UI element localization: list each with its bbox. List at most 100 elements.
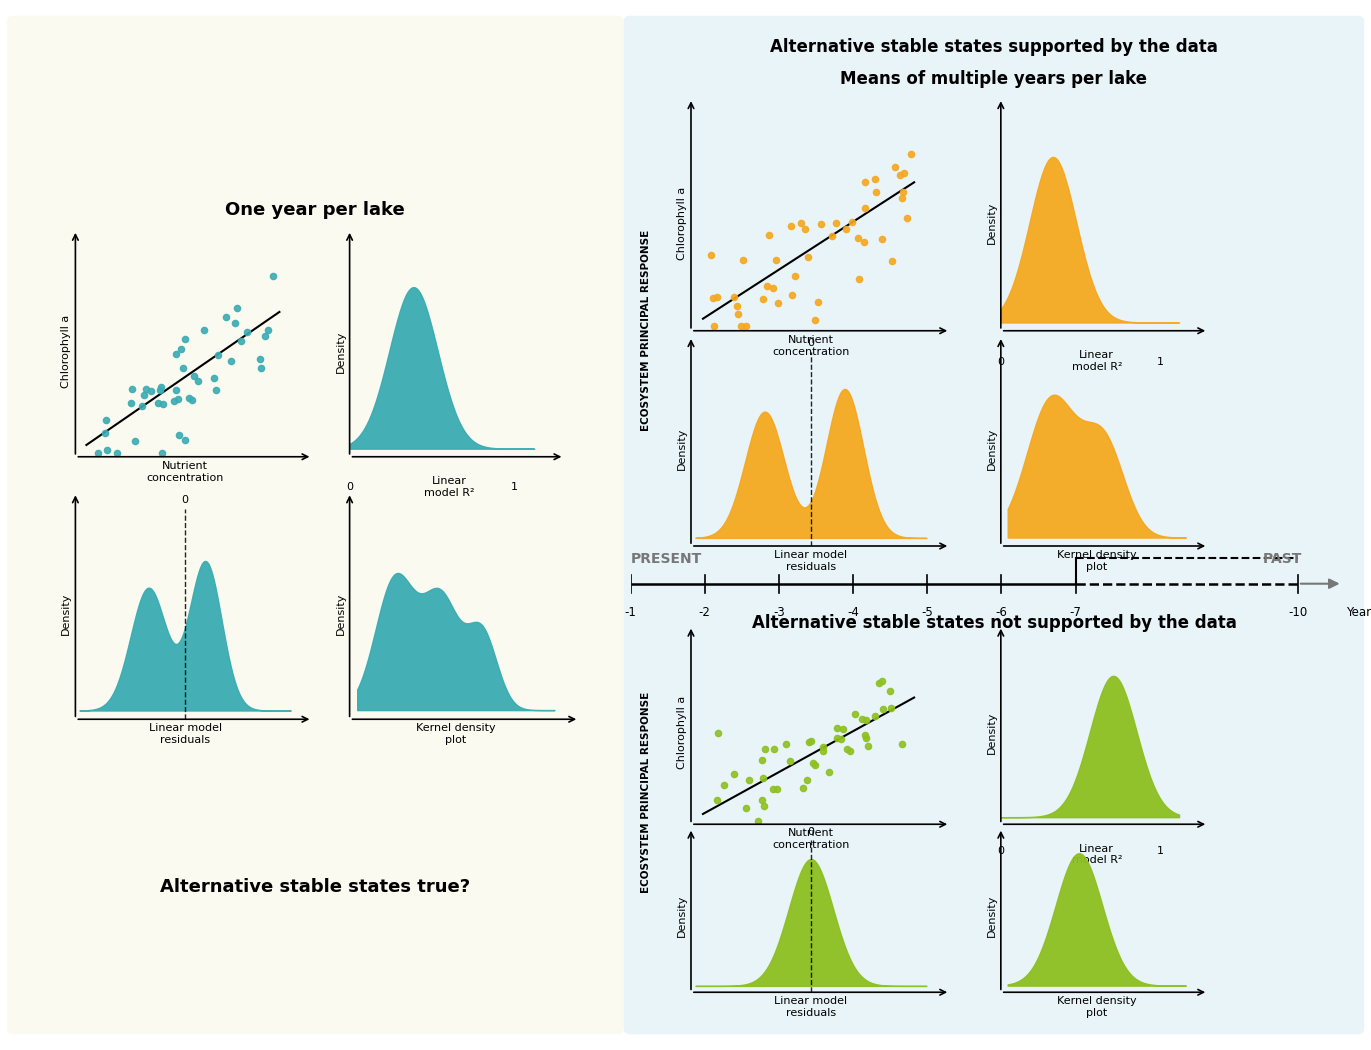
Point [797, 772, 818, 789]
Text: One year per lake: One year per lake [225, 201, 406, 219]
X-axis label: Nutrient
concentration: Nutrient concentration [772, 335, 850, 357]
Point [854, 727, 876, 743]
Point [805, 312, 827, 329]
Point [699, 247, 721, 264]
Point [806, 293, 828, 310]
Point [254, 328, 276, 344]
Point [797, 249, 818, 266]
Point [762, 279, 784, 296]
Point [184, 368, 206, 384]
Point [857, 737, 879, 754]
Point [894, 164, 916, 181]
Point [140, 382, 162, 399]
X-axis label: Linear
model R²: Linear model R² [424, 477, 474, 498]
Point [799, 733, 821, 750]
Point [262, 268, 284, 285]
Point [215, 308, 237, 324]
Point [880, 253, 902, 270]
Point [854, 730, 876, 747]
Point [753, 290, 775, 307]
Text: -7: -7 [1069, 606, 1082, 619]
Point [751, 752, 773, 769]
Point [798, 734, 820, 751]
Text: 0: 0 [997, 357, 1005, 366]
Point [170, 340, 192, 357]
Point [853, 233, 875, 250]
Point [803, 757, 825, 774]
Point [827, 730, 849, 747]
Point [207, 346, 229, 363]
Point [107, 444, 129, 461]
Point [864, 170, 886, 187]
Point [723, 766, 744, 783]
Point [236, 324, 258, 341]
Y-axis label: Density: Density [987, 427, 997, 470]
Text: 0: 0 [181, 495, 189, 505]
Text: -10: -10 [1289, 606, 1308, 619]
Text: -4: -4 [847, 606, 860, 619]
Point [781, 287, 803, 303]
Point [817, 763, 839, 780]
Point [884, 159, 906, 175]
Point [735, 318, 757, 335]
Point [706, 792, 728, 809]
Point [136, 381, 158, 398]
Point [821, 227, 843, 244]
Point [825, 719, 847, 736]
Y-axis label: Chlorophyll a: Chlorophyll a [677, 187, 687, 259]
Point [732, 252, 754, 269]
Text: -1: -1 [625, 606, 636, 619]
Point [121, 381, 143, 398]
Point [850, 711, 872, 728]
Point [223, 315, 245, 332]
Y-axis label: Chlorophyll a: Chlorophyll a [677, 696, 687, 769]
Text: 1: 1 [511, 482, 518, 492]
Point [723, 289, 744, 306]
X-axis label: Linear
model R²: Linear model R² [1072, 844, 1121, 865]
Text: 1: 1 [1157, 357, 1164, 366]
Text: Means of multiple years per lake: Means of multiple years per lake [840, 69, 1148, 88]
Point [825, 214, 847, 231]
Point [868, 674, 890, 691]
Point [203, 370, 225, 386]
Point [784, 268, 806, 285]
Text: -6: -6 [995, 606, 1008, 619]
Point [169, 427, 191, 444]
Point [727, 306, 749, 322]
Point [836, 740, 858, 757]
Point [790, 214, 812, 231]
Point [766, 294, 788, 311]
Point [757, 278, 779, 295]
Point [792, 779, 814, 796]
Point [96, 441, 118, 458]
Point [206, 382, 228, 399]
Text: Years: Years [1346, 606, 1371, 619]
Point [765, 780, 787, 797]
Point [193, 321, 215, 338]
Point [706, 724, 728, 741]
Y-axis label: Density: Density [987, 202, 997, 245]
Y-axis label: Density: Density [336, 593, 345, 635]
Point [151, 379, 173, 396]
Point [764, 741, 786, 758]
Point [221, 353, 243, 370]
Point [735, 800, 757, 817]
Point [133, 386, 155, 403]
Point [780, 218, 802, 235]
Text: PRESENT: PRESENT [631, 552, 702, 566]
Point [765, 251, 787, 268]
Point [872, 700, 894, 717]
Point [706, 289, 728, 306]
Y-axis label: Density: Density [987, 895, 997, 938]
Text: Alternative stable states true?: Alternative stable states true? [160, 878, 470, 897]
Y-axis label: Density: Density [677, 427, 687, 470]
Point [847, 229, 869, 246]
X-axis label: Kernel density
plot: Kernel density plot [415, 723, 496, 746]
Point [813, 738, 835, 755]
Point [163, 393, 185, 410]
Point [166, 381, 188, 398]
Point [173, 359, 195, 376]
Y-axis label: Density: Density [987, 711, 997, 754]
Point [703, 318, 725, 335]
Point [95, 424, 117, 441]
